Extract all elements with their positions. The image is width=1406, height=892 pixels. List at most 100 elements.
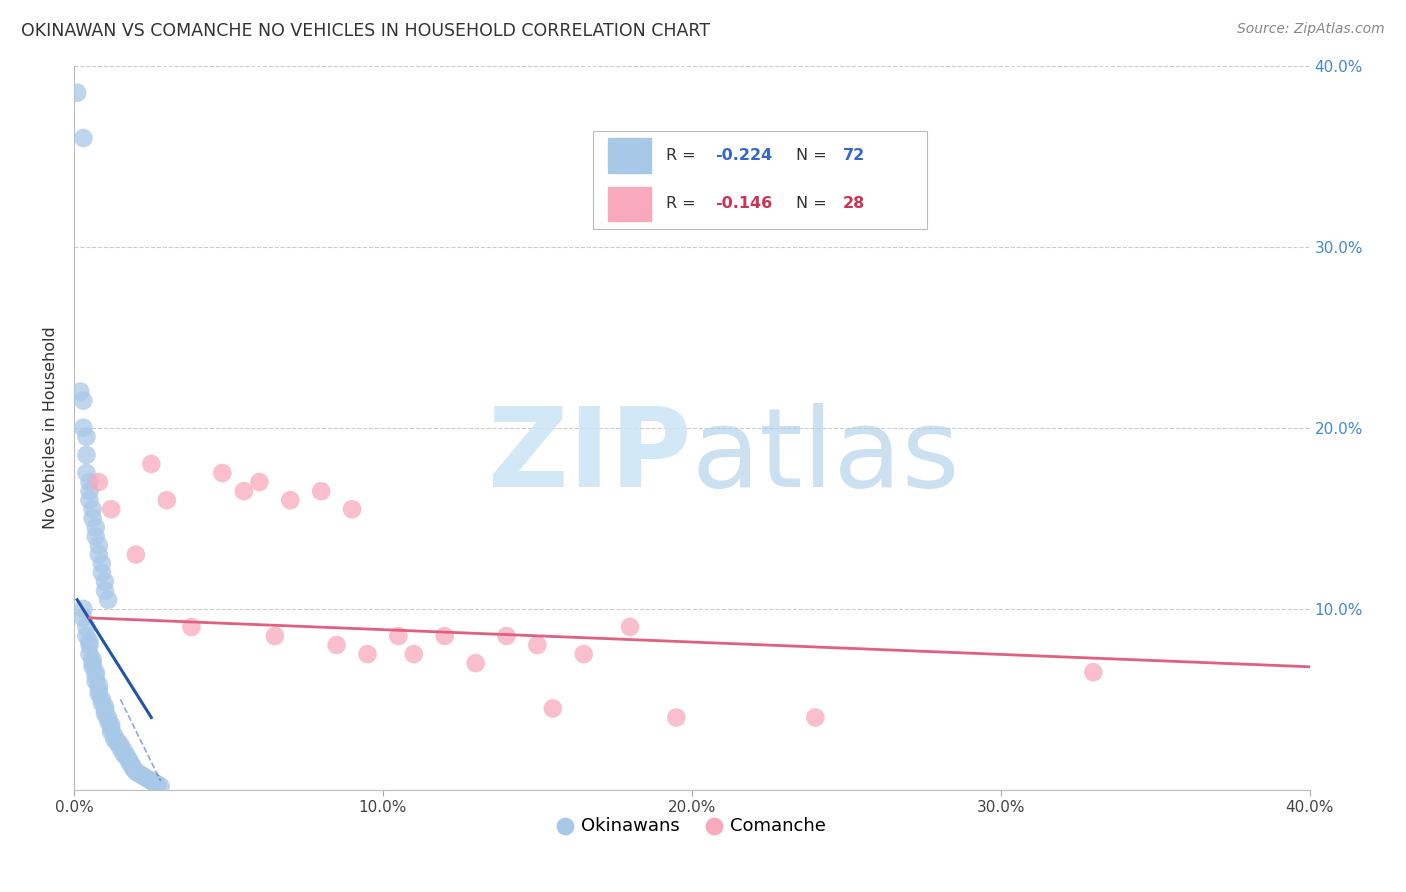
Point [79, 647, 101, 661]
Text: R =: R = [666, 196, 700, 211]
Point [402, 647, 425, 661]
Point [340, 502, 363, 516]
Point [75, 430, 97, 444]
Point [87, 548, 110, 562]
Point [131, 768, 153, 782]
FancyBboxPatch shape [607, 138, 651, 173]
Point [110, 738, 132, 752]
Point [356, 647, 378, 661]
Text: 28: 28 [842, 196, 865, 211]
Point [278, 493, 301, 508]
Point [87, 678, 110, 692]
Point [526, 638, 548, 652]
Point [94, 706, 117, 721]
Point [464, 656, 486, 670]
Point [72, 602, 94, 616]
Point [97, 710, 120, 724]
Point [75, 466, 97, 480]
Point [115, 748, 138, 763]
Point [125, 764, 148, 779]
Point [180, 620, 202, 634]
Point [84, 674, 107, 689]
Point [136, 772, 159, 786]
Point [247, 475, 270, 489]
Point [121, 761, 143, 775]
Text: ZIP: ZIP [488, 403, 692, 510]
Text: OKINAWAN VS COMANCHE NO VEHICLES IN HOUSEHOLD CORRELATION CHART: OKINAWAN VS COMANCHE NO VEHICLES IN HOUS… [21, 22, 710, 40]
Point [84, 529, 107, 543]
Point [572, 647, 595, 661]
Point [82, 660, 104, 674]
Point [66, 86, 89, 100]
Point [112, 747, 135, 761]
Point [804, 710, 827, 724]
Point [75, 629, 97, 643]
Point [433, 629, 456, 643]
Point [84, 520, 107, 534]
Point [75, 620, 97, 634]
Text: -0.224: -0.224 [716, 148, 772, 163]
Point [72, 611, 94, 625]
Y-axis label: No Vehicles in Household: No Vehicles in Household [44, 326, 58, 529]
Point [263, 629, 285, 643]
Point [1083, 665, 1105, 680]
Point [82, 502, 104, 516]
Point [79, 638, 101, 652]
Point [97, 592, 120, 607]
Point [90, 692, 112, 706]
Text: atlas: atlas [692, 403, 960, 510]
Point [97, 714, 120, 728]
Point [90, 566, 112, 580]
Point [84, 669, 107, 683]
Point [112, 743, 135, 757]
Point [211, 466, 233, 480]
Point [100, 725, 122, 739]
Point [100, 717, 122, 731]
Point [79, 493, 101, 508]
Point [69, 384, 91, 399]
Text: N =: N = [796, 196, 831, 211]
Point [90, 557, 112, 571]
Point [72, 131, 94, 145]
Point [134, 770, 156, 784]
Point [79, 634, 101, 648]
Point [128, 766, 150, 780]
Text: Source: ZipAtlas.com: Source: ZipAtlas.com [1237, 22, 1385, 37]
Point [103, 729, 125, 743]
Point [146, 777, 169, 791]
Point [75, 448, 97, 462]
Point [100, 722, 122, 736]
Point [90, 696, 112, 710]
Text: -0.146: -0.146 [716, 196, 772, 211]
Text: R =: R = [666, 148, 700, 163]
Point [110, 741, 132, 756]
Point [84, 665, 107, 680]
Point [495, 629, 517, 643]
Point [149, 779, 172, 793]
Point [118, 754, 141, 768]
Point [105, 734, 128, 748]
Point [79, 484, 101, 499]
Point [72, 421, 94, 435]
Point [619, 620, 641, 634]
Legend: Okinawans, Comanche: Okinawans, Comanche [558, 817, 827, 835]
Point [325, 638, 347, 652]
Point [665, 710, 688, 724]
Point [125, 548, 148, 562]
Point [105, 736, 128, 750]
Point [94, 703, 117, 717]
Point [143, 775, 166, 789]
Point [541, 701, 564, 715]
Point [141, 773, 163, 788]
Point [87, 687, 110, 701]
Point [115, 750, 138, 764]
Point [103, 732, 125, 747]
Point [87, 539, 110, 553]
Point [87, 475, 110, 489]
Point [156, 493, 179, 508]
Point [82, 652, 104, 666]
Point [94, 699, 117, 714]
Point [100, 502, 122, 516]
Point [121, 759, 143, 773]
Point [118, 756, 141, 770]
